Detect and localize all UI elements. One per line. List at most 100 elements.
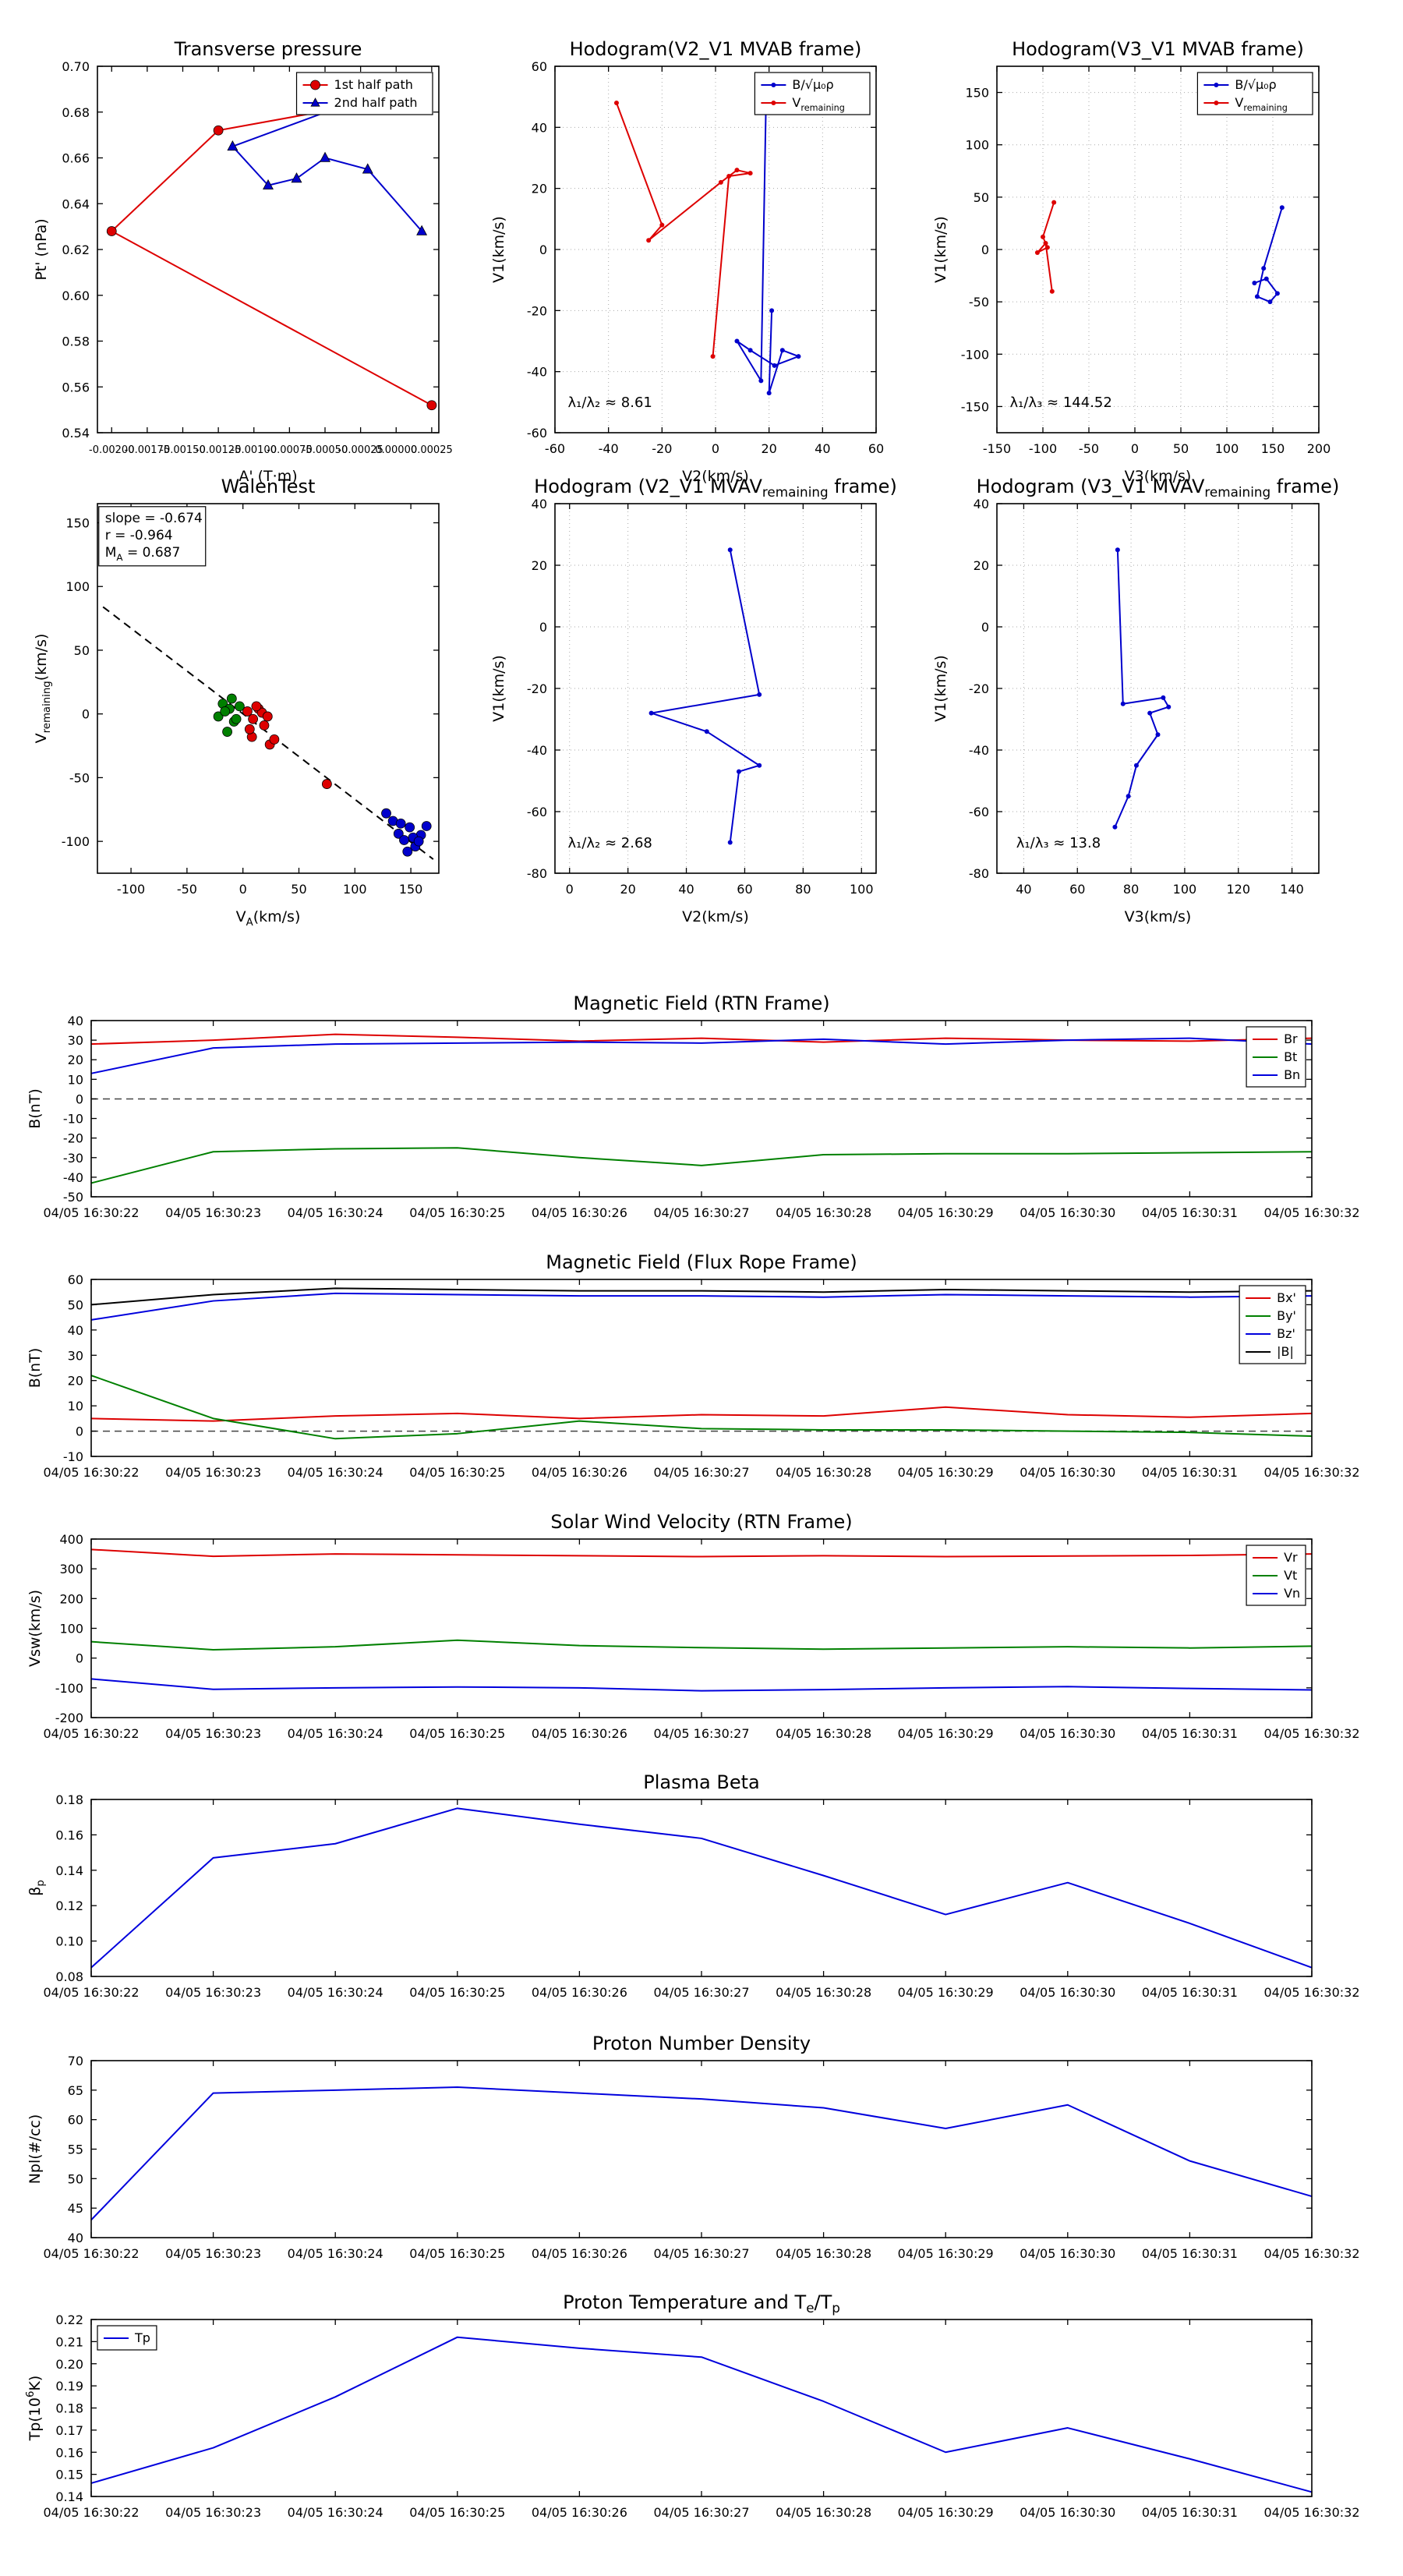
y-tick-label: 0: [539, 620, 547, 635]
marker: [106, 226, 117, 236]
hodogram-v3v1-mvab-chart: -150 -100 -50 0 50 100 150 200 -150 -100 -50 0 50 100…: [932, 38, 1331, 485]
plasma-beta-title: Plasma Beta: [643, 1771, 759, 1793]
hodogram-v3v1-mvab-title: Hodogram(V3_V1 MVAB frame): [1012, 38, 1304, 60]
x-tick-label: 04/05 16:30:23: [165, 1205, 261, 1220]
x-tick-label: 04/05 16:30:32: [1263, 1985, 1359, 2000]
walen-test-title: WalenTest: [221, 476, 316, 497]
series-br: [90, 1033, 1313, 1046]
marker: [416, 225, 428, 235]
marker: [734, 338, 740, 344]
proton-temp-legend: [97, 2325, 157, 2351]
marker: [726, 174, 732, 179]
stats-line: r = -0.964: [105, 528, 173, 543]
y-tick-label: 0.14: [55, 2489, 83, 2504]
legend-label: Vremaining: [792, 95, 844, 113]
y-tick-label: 0: [82, 707, 90, 722]
y-tick-label: 0: [981, 242, 989, 257]
proton-temp-ylabel: Tp(106K): [25, 2376, 44, 2442]
marker: [226, 693, 237, 704]
marker: [1043, 240, 1048, 246]
y-tick-label: 40: [68, 1323, 83, 1338]
x-tick-label: 04/05 16:30:27: [653, 1985, 749, 2000]
hodogram-v2v1-mvab-title: Hodogram(V2_V1 MVAB frame): [570, 38, 862, 60]
marker: [771, 83, 776, 87]
y-tick-label: 150: [65, 516, 90, 531]
marker: [231, 713, 242, 724]
marker: [771, 101, 776, 105]
y-tick-label: 0.68: [62, 105, 90, 120]
series-vt: [90, 1639, 1313, 1651]
x-tick-label: 04/05 16:30:31: [1142, 1465, 1238, 1480]
legend-label: Tp: [134, 2330, 150, 2345]
proton-temp-chart: 04/05 16:30:22 04/05 16:30:23 04/05 16:30:…: [25, 2291, 1360, 2520]
series-beta-p: [90, 1807, 1313, 1969]
x-tick-label: 120: [1226, 882, 1250, 897]
series-bt: [90, 1147, 1313, 1184]
x-tick-label: 04/05 16:30:24: [288, 2505, 383, 2520]
stats-line: MA = 0.687: [105, 545, 181, 563]
marker: [426, 400, 437, 411]
series--b-: [90, 1287, 1313, 1306]
y-tick-label: -60: [969, 805, 989, 819]
series-bx-: [90, 1406, 1313, 1422]
y-tick-label: 40: [68, 1014, 83, 1028]
hodogram-v2v1-mvav-title: Hodogram (V2_V1 MVAVremaining frame): [534, 476, 897, 500]
y-tick-label: -10: [63, 1449, 83, 1464]
y-tick-label: 100: [965, 138, 989, 153]
y-tick-label: 70: [68, 2054, 83, 2068]
y-tick-label: 0.08: [55, 1969, 83, 1984]
y-tick-label: 40: [532, 120, 547, 135]
b-fluxrope-ylabel: B(nT): [27, 1348, 44, 1389]
annotation: λ₁/λ₃ ≈ 13.8: [1016, 835, 1101, 851]
x-tick-label: -100: [117, 882, 145, 897]
annotation: λ₁/λ₃ ≈ 144.52: [1010, 395, 1112, 411]
marker: [259, 720, 270, 731]
y-tick-label: 20: [68, 1053, 83, 1067]
hodogram-v2v1-mvab-xlabel: V2(km/s): [682, 468, 749, 485]
hodogram-v3v1-mvav-title: Hodogram (V3_V1 MVAVremaining frame): [977, 476, 1340, 500]
marker: [772, 363, 777, 368]
marker: [1034, 250, 1040, 256]
plot-area: [91, 2319, 1312, 2496]
y-tick-label: 20: [974, 558, 989, 573]
x-tick-label: 04/05 16:30:32: [1263, 2505, 1359, 2520]
x-tick-label: 04/05 16:30:26: [532, 1465, 627, 1480]
marker: [227, 140, 239, 151]
x-tick-label: 04/05 16:30:24: [288, 1465, 383, 1480]
x-tick-label: 100: [343, 882, 367, 897]
transverse-pressure-ylabel: Pt' (nPa): [33, 218, 50, 280]
x-tick-label: 04/05 16:30:28: [776, 1205, 871, 1220]
y-tick-label: -80: [527, 866, 547, 881]
y-tick-label: -200: [55, 1711, 83, 1725]
x-tick-label: -0.00075: [267, 444, 312, 456]
y-tick-label: -80: [969, 866, 989, 881]
x-tick-label: 04/05 16:30:28: [776, 2246, 871, 2261]
x-tick-label: -50: [177, 882, 197, 897]
legend-label: Bt: [1284, 1049, 1297, 1064]
x-tick-label: 04/05 16:30:25: [409, 1726, 505, 1741]
stats-box: [98, 506, 207, 567]
x-tick-label: 04/05 16:30:23: [165, 2505, 261, 2520]
y-tick-label: 0.58: [62, 334, 90, 349]
marker: [263, 179, 274, 190]
y-tick-label: -20: [527, 681, 547, 696]
marker: [758, 378, 764, 384]
marker: [727, 547, 733, 553]
proton-density-title: Proton Number Density: [592, 2033, 811, 2054]
marker: [244, 724, 255, 734]
x-tick-label: 40: [815, 441, 830, 456]
x-tick-label: 04/05 16:30:26: [532, 2505, 627, 2520]
y-tick-label: -20: [63, 1131, 83, 1146]
x-tick-label: 200: [1307, 441, 1331, 456]
legend-label: By': [1277, 1308, 1296, 1323]
marker: [399, 835, 409, 845]
hodogram-v3v1-mvab-legend: [1196, 72, 1313, 115]
marker: [321, 779, 332, 789]
proton-density-ylabel: Npl(#/cc): [27, 2114, 44, 2185]
x-tick-label: 04/05 16:30:30: [1020, 2505, 1115, 2520]
plot-area: [91, 2061, 1312, 2238]
legend-label: 1st half path: [334, 77, 413, 92]
y-tick-label: -20: [527, 303, 547, 318]
x-tick-label: -60: [545, 441, 565, 456]
